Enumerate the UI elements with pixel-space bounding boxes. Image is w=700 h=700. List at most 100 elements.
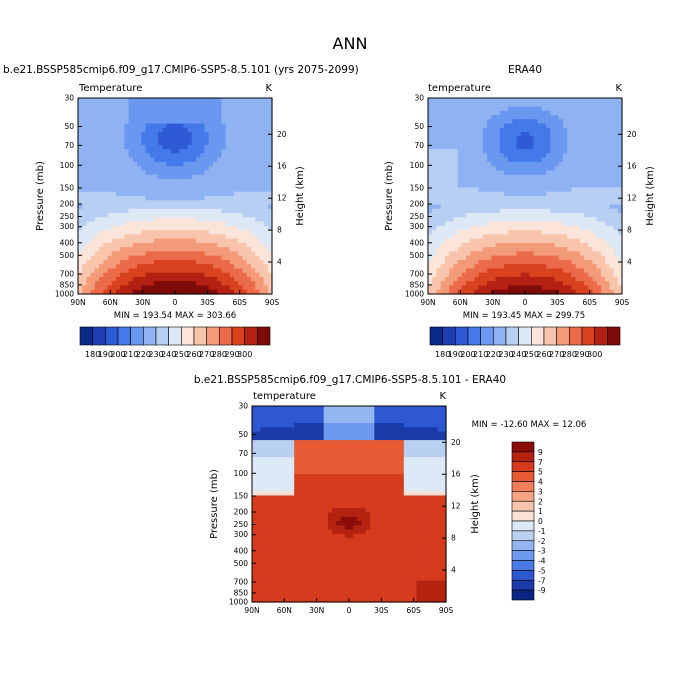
contour-cell: [208, 153, 214, 159]
contour-cell: [107, 272, 113, 278]
contour-cell: [166, 247, 172, 252]
contour-cell: [571, 153, 577, 159]
contour-cell: [440, 264, 446, 270]
contour-cell: [90, 213, 96, 218]
contour-cell: [204, 102, 210, 108]
contour-cell: [567, 272, 572, 278]
contour-cell: [508, 119, 513, 125]
contour-cell: [558, 234, 564, 240]
contour-cell: [158, 102, 163, 108]
contour-cell: [94, 140, 100, 146]
contour-cell: [433, 431, 439, 437]
contour-cell: [246, 251, 252, 257]
contour-cell: [141, 272, 147, 278]
contour-cell: [250, 238, 256, 244]
contour-cell: [433, 410, 439, 416]
contour-cell: [137, 285, 142, 291]
contour-cell: [145, 225, 151, 231]
contour-cell: [141, 161, 147, 167]
contour-cell: [128, 157, 134, 163]
contour-cell: [546, 238, 551, 244]
contour-cell: [260, 423, 266, 428]
contour-cell: [107, 200, 113, 206]
contour-cell: [238, 106, 244, 112]
contour-cell: [315, 423, 321, 428]
contour-cell: [600, 276, 606, 282]
contour-cell: [470, 166, 475, 172]
contour-cell: [600, 149, 606, 154]
contour-cell: [175, 289, 180, 295]
contour-cell: [196, 115, 201, 120]
contour-cell: [263, 140, 269, 146]
contour-cell: [187, 166, 193, 172]
contour-cell: [263, 251, 269, 257]
contour-cell: [550, 183, 556, 189]
contour-cell: [208, 123, 214, 129]
contour-cell: [238, 153, 244, 159]
contour-cell: [217, 225, 222, 231]
contour-cell: [584, 230, 589, 235]
contour-cell: [252, 448, 257, 454]
contour-cell: [395, 431, 401, 437]
contour-cell: [137, 144, 142, 150]
contour-cell: [285, 418, 291, 424]
contour-cell: [107, 230, 113, 235]
contour-cell: [90, 161, 96, 167]
contour-cell: [323, 435, 329, 441]
contour-cell: [263, 242, 269, 248]
contour-cell: [162, 221, 168, 227]
contour-cell: [613, 221, 619, 227]
contour-cell: [436, 281, 442, 287]
contour-cell: [537, 225, 543, 231]
contour-cell: [609, 272, 615, 278]
contour-cell: [260, 431, 266, 437]
contour-cell: [111, 204, 117, 210]
contour-cell: [153, 196, 159, 201]
contour-cell: [124, 178, 130, 184]
contour-cell: [558, 272, 564, 278]
contour-cell: [525, 187, 530, 193]
contour-cell: [141, 178, 147, 184]
contour-cell: [340, 414, 346, 420]
contour-cell: [499, 119, 505, 125]
contour-cell: [229, 221, 235, 227]
contour-cell: [179, 123, 185, 129]
contour-cell: [592, 178, 598, 184]
contour-cell: [319, 410, 325, 416]
contour-cell: [465, 289, 471, 295]
contour-cell: [94, 255, 100, 261]
contour-cell: [323, 457, 329, 462]
contour-cell: [217, 144, 222, 150]
contour-cell: [550, 268, 556, 274]
contour-cell: [107, 174, 113, 180]
contour-cell: [141, 217, 147, 223]
contour-cell: [554, 268, 560, 274]
contour-cell: [132, 251, 138, 257]
contour-cell: [336, 431, 342, 437]
contour-cell: [361, 452, 367, 458]
panel-diff-unit-label: K: [439, 391, 446, 402]
contour-cell: [567, 255, 572, 261]
contour-cell: [170, 221, 176, 227]
contour-cell: [537, 166, 543, 172]
contour-cell: [234, 144, 239, 150]
contour-cell: [336, 435, 342, 441]
contour-cell: [550, 170, 556, 176]
contour-cell: [115, 187, 121, 193]
contour-cell: [103, 242, 109, 248]
contour-cell: [408, 448, 413, 454]
x-tick-label: 60N: [103, 298, 118, 307]
contour-cell: [132, 153, 138, 159]
contour-cell: [499, 259, 505, 265]
contour-cell: [575, 285, 581, 291]
contour-cell: [562, 161, 568, 167]
contour-cell: [436, 200, 442, 206]
contour-cell: [259, 289, 265, 295]
contour-cell: [294, 435, 299, 441]
contour-cell: [503, 106, 509, 112]
contour-cell: [391, 406, 396, 411]
contour-cell: [478, 247, 484, 252]
contour-cell: [99, 136, 104, 142]
contour-cell: [111, 115, 117, 120]
contour-cell: [260, 406, 266, 411]
